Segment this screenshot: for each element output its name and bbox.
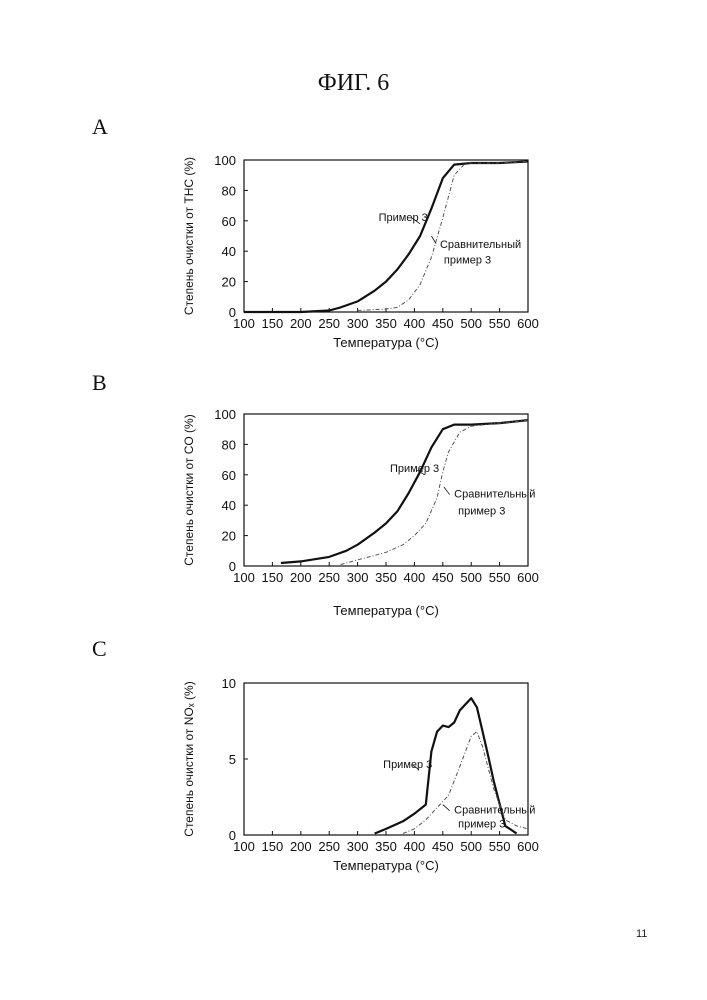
x-tick-label: 150 [262, 839, 284, 854]
x-tick-label: 350 [375, 839, 397, 854]
x-tick-label: 400 [404, 570, 426, 585]
x-tick-label: 400 [404, 316, 426, 331]
annotation-label: Сравнительный [440, 239, 521, 251]
figure-title: ФИГ. 6 [317, 70, 390, 96]
annotation-leader [412, 764, 420, 770]
x-tick-label: 550 [489, 316, 511, 331]
y-tick-label: 80 [222, 183, 236, 198]
x-tick-label: 550 [489, 839, 511, 854]
x-tick-label: 600 [517, 570, 539, 585]
annotation-leader [411, 217, 421, 225]
annotation-leader [417, 469, 425, 476]
y-tick-label: 40 [222, 498, 236, 513]
x-tick-label: 100 [233, 570, 255, 585]
y-tick-label: 5 [229, 752, 236, 767]
series-line-comparative-example-3 [357, 161, 529, 311]
y-tick-label: 20 [222, 275, 236, 290]
x-tick-label: 350 [375, 316, 397, 331]
x-tick-label: 250 [318, 839, 340, 854]
x-axis-label: Температура (°C) [333, 335, 439, 350]
x-tick-label: 300 [347, 570, 369, 585]
series-line-example-3 [244, 160, 529, 314]
panel-letter-a: A [92, 114, 108, 139]
annotation-leader [431, 235, 437, 244]
annotation-label: пример 3 [458, 505, 505, 517]
x-tick-label: 200 [290, 570, 312, 585]
y-tick-label: 0 [229, 828, 236, 843]
x-axis-label: Температура (°C) [333, 858, 439, 873]
y-tick-label: 80 [222, 437, 236, 452]
y-tick-label: 60 [222, 468, 236, 483]
x-tick-label: 350 [375, 570, 397, 585]
x-tick-label: 500 [460, 316, 482, 331]
y-tick-label: 0 [229, 559, 236, 574]
annotation-label: Сравнительный [454, 805, 535, 817]
series-line-example-3 [280, 419, 529, 565]
x-tick-label: 450 [432, 316, 454, 331]
y-tick-label: 100 [214, 153, 236, 168]
x-tick-label: 450 [432, 839, 454, 854]
x-tick-label: 450 [432, 570, 454, 585]
x-tick-label: 100 [233, 839, 255, 854]
x-tick-label: 600 [517, 316, 539, 331]
panel-letter-b: B [92, 370, 107, 395]
y-tick-label: 100 [214, 407, 236, 422]
x-axis-label: Температура (°C) [333, 603, 439, 618]
x-tick-label: 200 [290, 839, 312, 854]
x-tick-label: 500 [460, 570, 482, 585]
y-axis-label: Степень очистки от CO (%) [182, 414, 196, 565]
y-tick-label: 10 [222, 676, 236, 691]
x-tick-label: 100 [233, 316, 255, 331]
page-number: 11 [636, 928, 648, 940]
y-tick-label: 20 [222, 529, 236, 544]
y-axis-label: Степень очистки от NOₓ (%) [182, 681, 196, 836]
annotation-label: Сравнительный [454, 489, 535, 501]
series-line-example-3 [374, 697, 518, 835]
series-line-comparative-example-3 [402, 731, 529, 834]
annotation-label: пример 3 [444, 254, 491, 266]
x-tick-label: 300 [347, 839, 369, 854]
annotation-leader [442, 804, 450, 811]
x-tick-label: 250 [318, 316, 340, 331]
panel-letter-c: C [92, 636, 107, 661]
y-tick-label: 60 [222, 214, 236, 229]
y-tick-label: 0 [229, 305, 236, 320]
x-tick-label: 550 [489, 570, 511, 585]
series-line-comparative-example-3 [340, 419, 529, 565]
x-tick-label: 250 [318, 570, 340, 585]
y-tick-label: 40 [222, 244, 236, 259]
x-tick-label: 600 [517, 839, 539, 854]
y-axis-label: Степень очистки от THC (%) [182, 157, 196, 315]
annotation-label: пример 3 [458, 818, 505, 830]
x-tick-label: 200 [290, 316, 312, 331]
x-tick-label: 400 [404, 839, 426, 854]
annotation-leader [443, 486, 450, 495]
x-tick-label: 150 [262, 570, 284, 585]
annotation-label: Пример 3 [390, 463, 439, 475]
x-tick-label: 300 [347, 316, 369, 331]
annotation-label: Пример 3 [383, 759, 432, 771]
x-tick-label: 500 [460, 839, 482, 854]
x-tick-label: 150 [262, 316, 284, 331]
